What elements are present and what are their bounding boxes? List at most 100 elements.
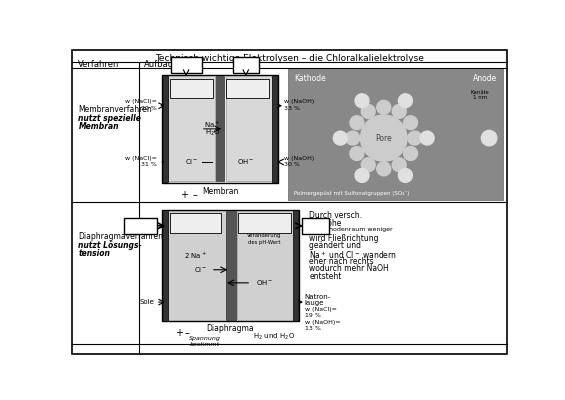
Circle shape bbox=[377, 100, 391, 114]
Text: SO$_3$: SO$_3$ bbox=[379, 165, 389, 173]
Circle shape bbox=[408, 131, 421, 145]
Text: SO$_3$: SO$_3$ bbox=[363, 161, 373, 168]
Circle shape bbox=[377, 162, 391, 176]
Text: Diaphragma: Diaphragma bbox=[206, 324, 254, 334]
Circle shape bbox=[481, 130, 497, 146]
Bar bbox=[225, 79, 269, 98]
Text: Membranverfahren: Membranverfahren bbox=[79, 105, 152, 114]
Text: wird Fließrichtung: wird Fließrichtung bbox=[309, 234, 379, 242]
Text: 13 %: 13 % bbox=[305, 326, 320, 331]
Text: (→ Kathodenraum weniger: (→ Kathodenraum weniger bbox=[309, 227, 393, 232]
Text: SO$_3$: SO$_3$ bbox=[352, 150, 362, 157]
Text: Cl$_2$ + 2e$^-$: Cl$_2$ + 2e$^-$ bbox=[175, 88, 208, 96]
Text: nutzt spezielle: nutzt spezielle bbox=[79, 114, 141, 123]
Text: Natron-: Natron- bbox=[305, 294, 331, 300]
Bar bbox=[168, 211, 227, 320]
Text: SO$_3$: SO$_3$ bbox=[406, 150, 415, 157]
Circle shape bbox=[392, 158, 406, 172]
Circle shape bbox=[403, 116, 418, 130]
Text: H$_2$O: H$_2$O bbox=[205, 128, 220, 138]
Text: Membran: Membran bbox=[79, 122, 119, 131]
FancyBboxPatch shape bbox=[302, 218, 329, 234]
Text: H$_2$ + OH$^-$: H$_2$ + OH$^-$ bbox=[250, 223, 279, 232]
Text: 33 %: 33 % bbox=[284, 106, 300, 110]
Text: SO$_3$: SO$_3$ bbox=[363, 108, 373, 115]
Text: Cl$^-$: Cl$^-$ bbox=[185, 158, 198, 166]
Text: 20 %: 20 % bbox=[141, 106, 157, 110]
Text: Membran: Membran bbox=[202, 186, 238, 196]
Circle shape bbox=[398, 94, 412, 108]
Text: w (NaOH)=: w (NaOH)= bbox=[305, 320, 340, 325]
Circle shape bbox=[350, 116, 364, 130]
Text: Technisch wichtige Elektrolysen – die Chloralkalielektrolyse: Technisch wichtige Elektrolysen – die Ch… bbox=[155, 54, 424, 63]
Text: w (NaCl)=: w (NaCl)= bbox=[125, 156, 157, 161]
Bar bbox=[170, 213, 221, 233]
Text: Füllhöhe: Füllhöhe bbox=[309, 219, 342, 228]
Text: Sole: Sole bbox=[140, 299, 154, 305]
Text: Na$^+$: Na$^+$ bbox=[422, 134, 432, 142]
Circle shape bbox=[398, 168, 412, 182]
Text: 30 %: 30 % bbox=[284, 162, 299, 167]
Text: OH$^-$: OH$^-$ bbox=[237, 158, 254, 166]
Bar bbox=[162, 75, 279, 183]
Text: SO$_3$: SO$_3$ bbox=[394, 108, 404, 115]
Bar bbox=[216, 76, 224, 181]
Bar bbox=[170, 79, 213, 98]
Text: wodurch mehr NaOH: wodurch mehr NaOH bbox=[309, 264, 389, 273]
Text: Kathode: Kathode bbox=[294, 74, 325, 83]
Text: OH$^-$: OH$^-$ bbox=[256, 278, 273, 287]
Text: +: + bbox=[175, 328, 183, 338]
Text: Cl$_2$: Cl$_2$ bbox=[131, 218, 150, 234]
Text: H$_2$ + OH$^-$: H$_2$ + OH$^-$ bbox=[233, 88, 262, 96]
Text: Verfahren: Verfahren bbox=[79, 60, 120, 70]
Circle shape bbox=[355, 168, 369, 182]
Text: Cl$^-$: Cl$^-$ bbox=[194, 265, 207, 274]
Text: 2Cl$^-$: 2Cl$^-$ bbox=[184, 81, 199, 89]
Text: nutzt Lösungs-: nutzt Lösungs- bbox=[79, 241, 142, 250]
Text: tension: tension bbox=[79, 249, 110, 258]
Text: lauge: lauge bbox=[305, 300, 324, 306]
Circle shape bbox=[361, 104, 375, 118]
Text: SO$_3$: SO$_3$ bbox=[406, 119, 415, 126]
Text: Anode: Anode bbox=[473, 74, 497, 83]
Text: H$_2$: H$_2$ bbox=[237, 57, 254, 72]
FancyBboxPatch shape bbox=[124, 218, 157, 234]
Bar bbox=[272, 76, 277, 182]
Bar bbox=[293, 210, 298, 320]
Text: Na$^+$: Na$^+$ bbox=[400, 97, 411, 105]
Text: Na$^+$: Na$^+$ bbox=[205, 120, 220, 130]
Circle shape bbox=[360, 115, 407, 161]
Text: des pH-Wert: des pH-Wert bbox=[248, 240, 281, 244]
Bar bbox=[237, 211, 295, 320]
Circle shape bbox=[403, 146, 418, 160]
Text: entsteht: entsteht bbox=[309, 272, 342, 281]
Text: Cl$_2$: Cl$_2$ bbox=[176, 57, 196, 73]
Bar bbox=[168, 76, 215, 181]
Text: Kanäle
1 nm: Kanäle 1 nm bbox=[471, 90, 489, 100]
Circle shape bbox=[361, 158, 375, 172]
Text: w (NaOH): w (NaOH) bbox=[284, 99, 314, 104]
Text: Na$^+$: Na$^+$ bbox=[357, 97, 367, 105]
Text: SO$_3$: SO$_3$ bbox=[410, 134, 419, 142]
Text: geändert und: geändert und bbox=[309, 241, 362, 250]
Circle shape bbox=[346, 131, 360, 145]
Bar bbox=[227, 211, 236, 320]
Circle shape bbox=[392, 104, 406, 118]
Circle shape bbox=[333, 131, 347, 145]
Text: Veränderung: Veränderung bbox=[247, 233, 281, 238]
Text: bestimmt: bestimmt bbox=[190, 342, 220, 347]
Text: SO$_3$: SO$_3$ bbox=[394, 161, 404, 168]
Text: Polmergерüst mit Sulfonatgruppen (SO₃⁻): Polmergерüst mit Sulfonatgruppen (SO₃⁻) bbox=[294, 191, 409, 196]
Circle shape bbox=[420, 131, 434, 145]
Text: SO$_3$: SO$_3$ bbox=[379, 104, 389, 111]
Text: w (NaOH): w (NaOH) bbox=[284, 156, 314, 161]
FancyBboxPatch shape bbox=[233, 57, 259, 73]
Text: 2Cl$^-$: 2Cl$^-$ bbox=[188, 216, 203, 224]
Text: eher nach rechts: eher nach rechts bbox=[309, 257, 374, 266]
Circle shape bbox=[350, 146, 364, 160]
Bar bbox=[225, 76, 272, 181]
Text: Na$^+$ und Cl$^-$ wandern: Na$^+$ und Cl$^-$ wandern bbox=[309, 249, 397, 261]
Bar bbox=[238, 213, 291, 233]
Bar bbox=[163, 76, 167, 182]
Text: H$_2$: H$_2$ bbox=[307, 218, 324, 234]
